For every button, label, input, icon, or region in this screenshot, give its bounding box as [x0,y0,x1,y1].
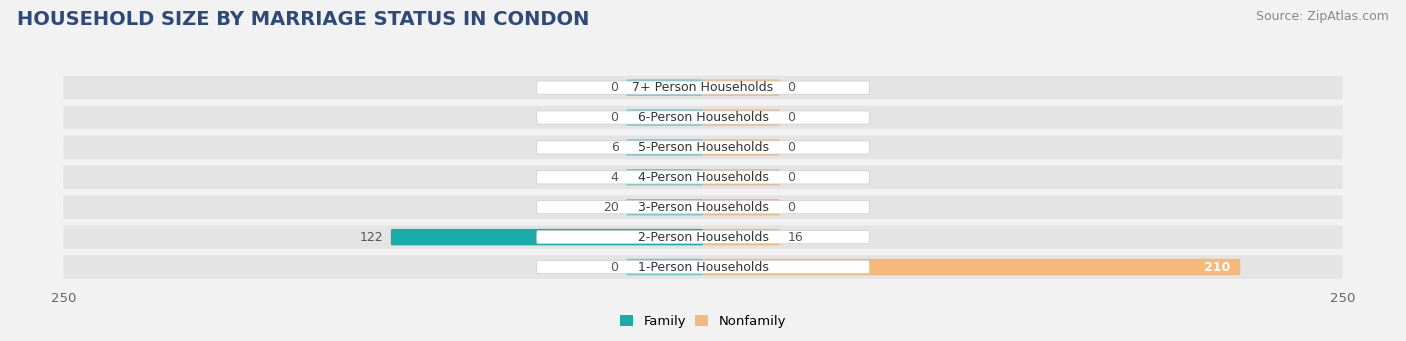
FancyBboxPatch shape [703,79,780,96]
Text: 4: 4 [610,171,619,184]
FancyBboxPatch shape [63,136,1343,159]
Text: 0: 0 [610,261,619,273]
FancyBboxPatch shape [626,169,703,186]
FancyBboxPatch shape [537,171,869,184]
FancyBboxPatch shape [63,76,1343,100]
FancyBboxPatch shape [703,259,1240,275]
Text: 0: 0 [787,81,796,94]
Text: HOUSEHOLD SIZE BY MARRIAGE STATUS IN CONDON: HOUSEHOLD SIZE BY MARRIAGE STATUS IN CON… [17,10,589,29]
FancyBboxPatch shape [63,255,1343,279]
FancyBboxPatch shape [537,111,869,124]
Text: Source: ZipAtlas.com: Source: ZipAtlas.com [1256,10,1389,23]
FancyBboxPatch shape [63,165,1343,189]
FancyBboxPatch shape [626,199,703,216]
Text: 0: 0 [787,171,796,184]
Text: 0: 0 [787,141,796,154]
Text: 210: 210 [1204,261,1230,273]
FancyBboxPatch shape [63,106,1343,129]
FancyBboxPatch shape [703,109,780,126]
Text: 122: 122 [360,231,382,243]
FancyBboxPatch shape [626,139,703,155]
Legend: Family, Nonfamily: Family, Nonfamily [620,315,786,328]
Text: 0: 0 [787,111,796,124]
FancyBboxPatch shape [63,195,1343,219]
FancyBboxPatch shape [391,229,703,245]
Text: 6-Person Households: 6-Person Households [637,111,769,124]
FancyBboxPatch shape [703,139,780,155]
FancyBboxPatch shape [537,201,869,214]
FancyBboxPatch shape [626,79,703,96]
Text: 7+ Person Households: 7+ Person Households [633,81,773,94]
Text: 3-Person Households: 3-Person Households [637,201,769,214]
Text: 6: 6 [610,141,619,154]
Text: 1-Person Households: 1-Person Households [637,261,769,273]
Text: 16: 16 [787,231,803,243]
FancyBboxPatch shape [537,261,869,273]
FancyBboxPatch shape [626,259,703,275]
FancyBboxPatch shape [703,229,780,245]
Text: 5-Person Households: 5-Person Households [637,141,769,154]
Text: 20: 20 [603,201,619,214]
FancyBboxPatch shape [537,81,869,94]
FancyBboxPatch shape [537,231,869,244]
Text: 0: 0 [787,201,796,214]
FancyBboxPatch shape [63,225,1343,249]
FancyBboxPatch shape [537,141,869,154]
FancyBboxPatch shape [626,109,703,126]
Text: 0: 0 [610,111,619,124]
FancyBboxPatch shape [703,199,780,216]
Text: 4-Person Households: 4-Person Households [637,171,769,184]
Text: 0: 0 [610,81,619,94]
Text: 2-Person Households: 2-Person Households [637,231,769,243]
FancyBboxPatch shape [703,169,780,186]
